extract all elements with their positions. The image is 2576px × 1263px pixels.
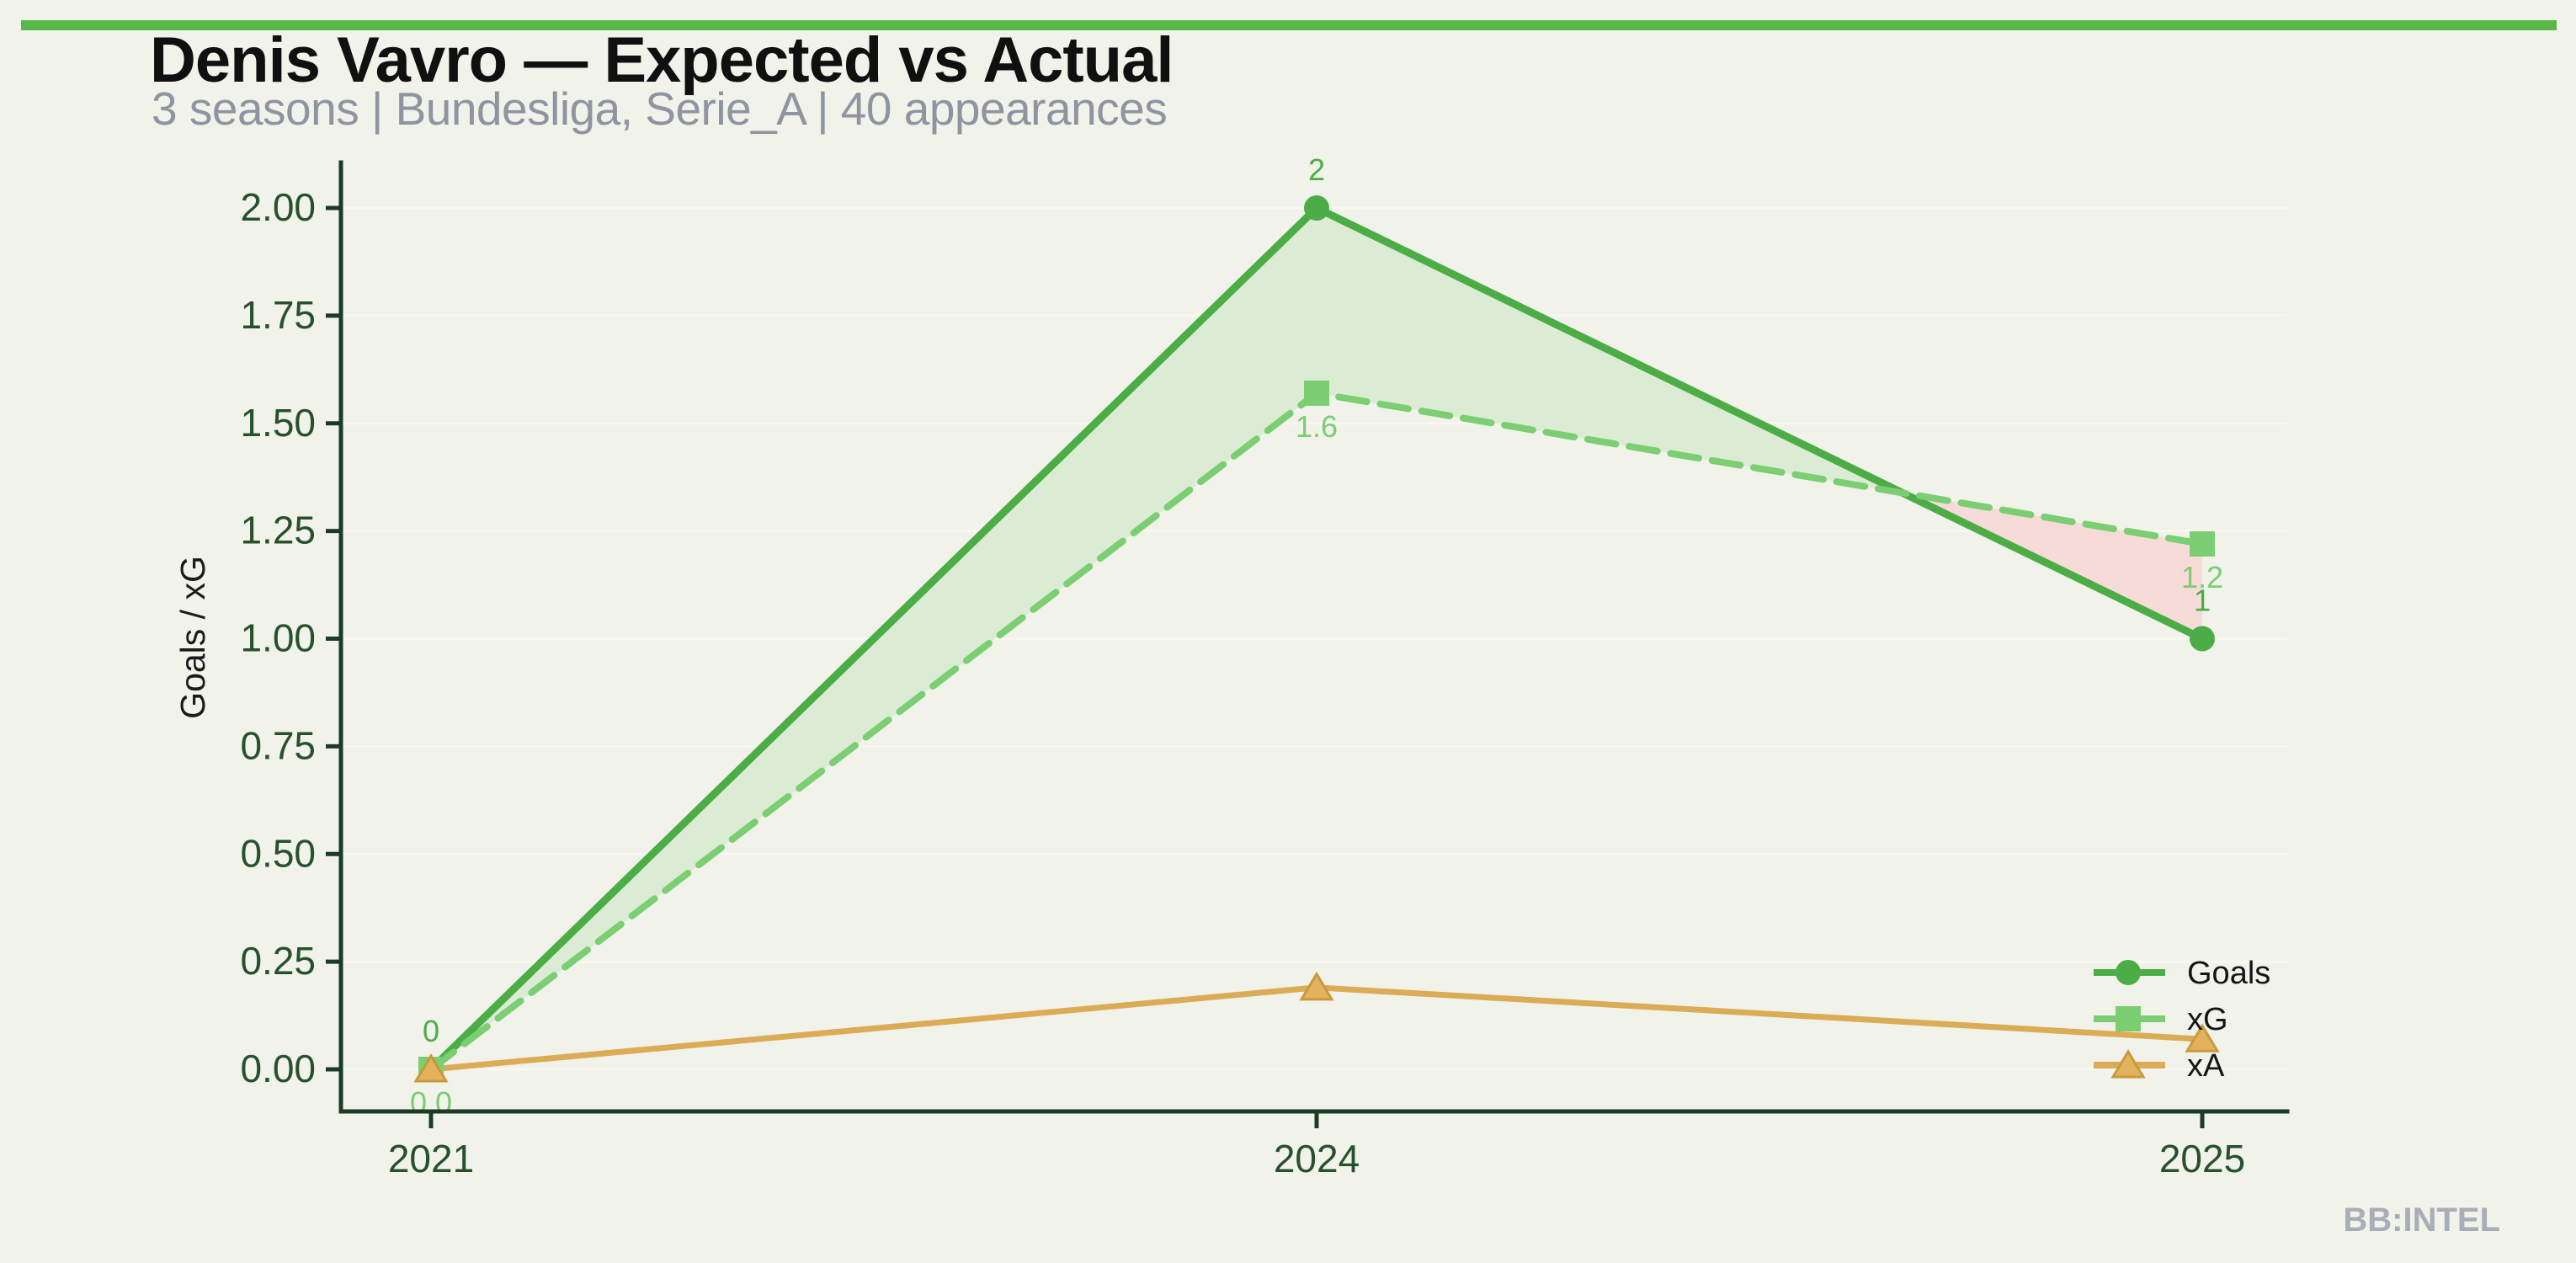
- y-tick-label: 2.00: [240, 185, 316, 229]
- y-tick-label: 1.50: [240, 401, 316, 445]
- y-tick-label: 0.50: [240, 831, 316, 875]
- y-tick-label: 1.25: [240, 509, 316, 552]
- axes-spines: [338, 160, 2290, 1114]
- chart-title: Denis Vavro — Expected vs Actual: [150, 24, 1174, 96]
- legend-label: xA: [2187, 1048, 2225, 1084]
- watermark: BB:INTEL: [2343, 1202, 2500, 1239]
- point-label: 2: [1308, 152, 1325, 187]
- goals-marker: [2190, 626, 2215, 652]
- xg-marker: [2190, 530, 2215, 557]
- xg-marker: [2116, 1006, 2141, 1031]
- chart-subtitle: 3 seasons | Bundesliga, Serie_A | 40 app…: [152, 83, 1168, 135]
- y-axis-title: Goals / xG: [173, 556, 212, 719]
- xa-marker: [1299, 971, 1334, 1001]
- y-tick-label: 1.75: [240, 293, 316, 337]
- xa-marker: [2110, 1049, 2146, 1079]
- xa-marker: [413, 1053, 449, 1083]
- goals-marker: [2116, 960, 2141, 985]
- xg-marker: [1304, 380, 1329, 406]
- x-tick-label: 2021: [388, 1137, 474, 1180]
- y-tick-label: 1.00: [240, 616, 316, 660]
- top-accent-bar: [21, 20, 2557, 30]
- xg-line: [428, 389, 2206, 1073]
- goals-marker: [1304, 195, 1329, 221]
- point-label: 1: [2194, 584, 2211, 618]
- y-tick-label: 0.25: [240, 939, 316, 983]
- point-label: 0: [423, 1014, 439, 1048]
- point-label: 1.2: [2181, 560, 2223, 594]
- y-tick-label: 0.00: [240, 1047, 316, 1090]
- point-label: 1.6: [1296, 409, 1338, 444]
- x-tick-label: 2024: [1274, 1137, 1360, 1180]
- xa-marker: [2185, 1023, 2220, 1052]
- legend-label: Goals: [2187, 956, 2270, 991]
- legend-label: xG: [2187, 1002, 2228, 1037]
- y-tick-label: 0.75: [240, 723, 316, 767]
- x-tick-label: 2025: [2159, 1137, 2245, 1180]
